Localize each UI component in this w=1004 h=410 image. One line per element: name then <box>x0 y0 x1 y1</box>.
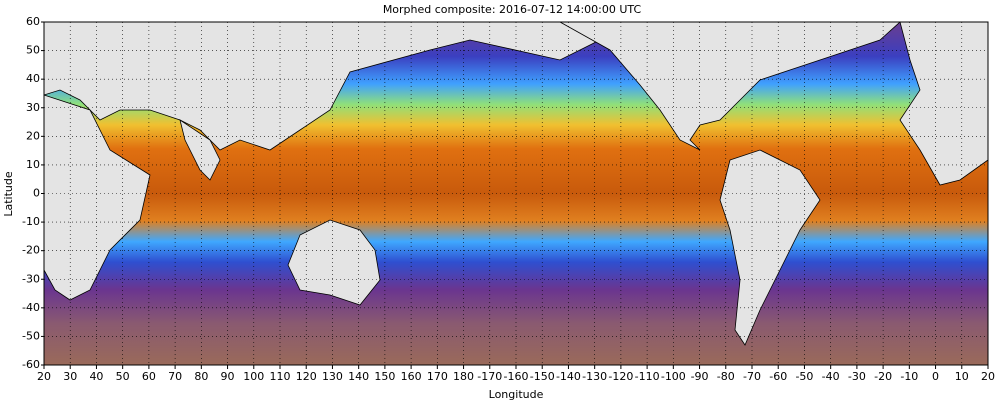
x-tick-label: -160 <box>504 370 529 383</box>
x-tick-label: -110 <box>635 370 660 383</box>
x-tick-label: 30 <box>63 370 77 383</box>
landmass-north-america <box>558 21 902 151</box>
x-tick-label: -170 <box>477 370 502 383</box>
x-tick-label: 130 <box>322 370 343 383</box>
x-tick-label: -40 <box>822 370 840 383</box>
x-tick-label: -150 <box>530 370 555 383</box>
x-tick-label: -140 <box>556 370 581 383</box>
y-tick-label: 0 <box>33 187 40 200</box>
x-tick-label: -100 <box>661 370 686 383</box>
landmass-eurasia <box>43 21 641 151</box>
x-tick-label: -130 <box>582 370 607 383</box>
y-tick-label: -40 <box>22 301 40 314</box>
x-tick-label: 70 <box>168 370 182 383</box>
x-tick-label: -120 <box>608 370 633 383</box>
y-tick-label: -10 <box>22 215 40 228</box>
x-tick-label: 170 <box>427 370 448 383</box>
x-tick-label: 160 <box>401 370 422 383</box>
y-tick-label: 30 <box>26 101 40 114</box>
y-tick-label: -50 <box>22 329 40 342</box>
x-tick-label: 90 <box>221 370 235 383</box>
x-tick-label: -80 <box>717 370 735 383</box>
x-tick-label: -90 <box>691 370 709 383</box>
x-tick-label: -60 <box>769 370 787 383</box>
landmass-australia <box>287 219 381 306</box>
x-tick-label: 150 <box>374 370 395 383</box>
x-tick-label: 60 <box>142 370 156 383</box>
x-axis-label: Longitude <box>489 388 544 401</box>
map-title: Morphed composite: 2016-07-12 14:00:00 U… <box>383 3 642 16</box>
y-tick-label: 20 <box>26 129 40 142</box>
x-tick-label: -70 <box>743 370 761 383</box>
x-tick-label: 80 <box>194 370 208 383</box>
y-tick-label: 60 <box>26 15 40 28</box>
y-tick-label: 10 <box>26 158 40 171</box>
longitude-ticks: 20 30 40 50 60 70 80 90 100 110 120 130 140 150 160 170… <box>37 365 995 383</box>
y-tick-label: -20 <box>22 244 40 257</box>
map-area <box>43 21 989 366</box>
y-tick-label: 50 <box>26 44 40 57</box>
y-tick-label: -60 <box>22 358 40 371</box>
x-tick-label: 0 <box>932 370 939 383</box>
x-tick-label: 40 <box>89 370 103 383</box>
x-tick-label: 120 <box>296 370 317 383</box>
x-tick-label: 140 <box>348 370 369 383</box>
landmass-south-america <box>719 149 821 346</box>
x-tick-label: 110 <box>270 370 291 383</box>
x-tick-label: 100 <box>243 370 264 383</box>
y-axis-label: Latitude <box>2 171 15 217</box>
x-tick-label: 50 <box>116 370 130 383</box>
x-tick-label: -20 <box>874 370 892 383</box>
x-tick-label: 180 <box>453 370 474 383</box>
x-tick-label: 10 <box>955 370 969 383</box>
graticule <box>44 22 988 365</box>
x-tick-label: 20 <box>37 370 51 383</box>
x-tick-label: -50 <box>795 370 813 383</box>
latitude-ticks: 60 50 40 30 20 10 0 -10 -20 -30 -40 -50 -60 <box>22 15 44 371</box>
x-tick-label: 20 <box>981 370 995 383</box>
landmass-india <box>179 119 221 181</box>
x-tick-label: -10 <box>900 370 918 383</box>
y-tick-label: -30 <box>22 272 40 285</box>
y-tick-label: 40 <box>26 72 40 85</box>
x-tick-label: -30 <box>848 370 866 383</box>
